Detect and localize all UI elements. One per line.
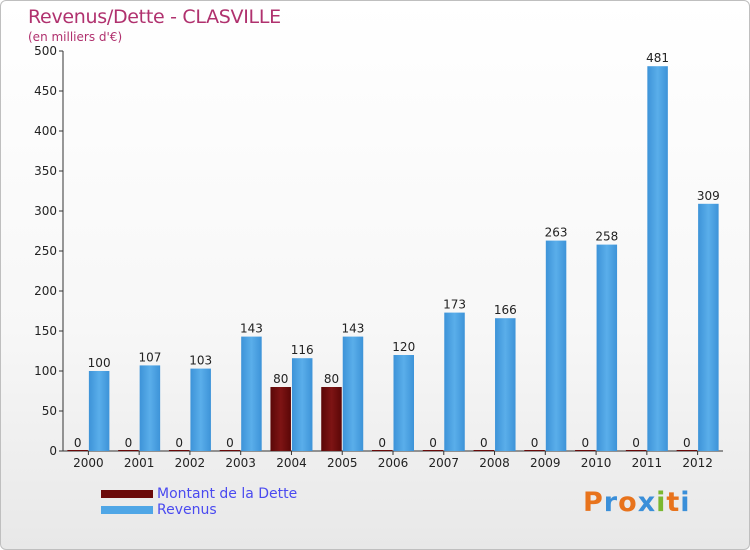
legend-swatch-dette bbox=[101, 490, 153, 498]
x-tick-label: 2007 bbox=[428, 456, 459, 470]
x-tick-label: 2001 bbox=[124, 456, 155, 470]
y-tick-label: 450 bbox=[34, 84, 57, 98]
revenue-value-label: 103 bbox=[189, 354, 212, 368]
revenue-bar bbox=[698, 203, 719, 451]
debt-bar bbox=[67, 450, 88, 451]
revenue-bar bbox=[647, 66, 668, 451]
revenue-value-label: 309 bbox=[697, 189, 720, 203]
revenue-bar bbox=[241, 336, 262, 451]
debt-bar bbox=[524, 450, 545, 451]
debt-value-label: 0 bbox=[683, 436, 691, 450]
debt-bar bbox=[321, 387, 342, 451]
debt-bar bbox=[118, 450, 139, 451]
revenue-bar bbox=[596, 244, 618, 451]
y-tick-label: 300 bbox=[34, 204, 57, 218]
debt-value-label: 0 bbox=[175, 436, 183, 450]
revenue-value-label: 116 bbox=[291, 343, 314, 357]
debt-value-label: 0 bbox=[378, 436, 386, 450]
logo-letter: r bbox=[603, 487, 619, 518]
y-tick-label: 200 bbox=[34, 284, 57, 298]
debt-bar bbox=[575, 450, 596, 451]
debt-value-label: 0 bbox=[74, 436, 82, 450]
y-tick-label: 350 bbox=[34, 164, 57, 178]
revenue-bar bbox=[342, 336, 364, 451]
y-tick-label: 250 bbox=[34, 244, 57, 258]
x-tick-label: 2003 bbox=[225, 456, 256, 470]
debt-bar bbox=[473, 450, 495, 451]
revenue-value-label: 258 bbox=[595, 230, 618, 244]
y-tick-label: 500 bbox=[34, 44, 57, 58]
debt-bar bbox=[422, 450, 444, 451]
debt-value-label: 80 bbox=[324, 372, 339, 386]
logo-letter: o bbox=[618, 487, 638, 518]
debt-bar bbox=[168, 450, 190, 451]
debt-bar bbox=[625, 450, 647, 451]
x-tick-label: 2010 bbox=[581, 456, 612, 470]
x-tick-label: 2006 bbox=[378, 456, 409, 470]
debt-value-label: 0 bbox=[429, 436, 437, 450]
debt-value-label: 0 bbox=[531, 436, 539, 450]
revenue-bar bbox=[545, 240, 567, 451]
logo-letter: x bbox=[637, 487, 657, 518]
revenue-bar bbox=[291, 358, 313, 451]
debt-bar bbox=[372, 450, 393, 451]
debt-value-label: 0 bbox=[582, 436, 590, 450]
revenue-value-label: 107 bbox=[138, 350, 161, 364]
y-tick-label: 50 bbox=[42, 404, 57, 418]
logo-letter: i bbox=[656, 487, 667, 518]
x-tick-label: 2012 bbox=[682, 456, 713, 470]
revenue-value-label: 100 bbox=[88, 356, 111, 370]
revenue-value-label: 143 bbox=[240, 322, 263, 336]
legend-label-dette: Montant de la Dette bbox=[157, 486, 298, 502]
revenue-bar bbox=[190, 368, 211, 451]
legend-label-revenus: Revenus bbox=[157, 502, 217, 518]
revenue-bar bbox=[444, 312, 465, 451]
logo-letter: i bbox=[680, 487, 691, 518]
logo-letter: P bbox=[583, 487, 604, 518]
x-tick-label: 2011 bbox=[632, 456, 663, 470]
revenue-bar bbox=[495, 318, 516, 451]
revenue-bar bbox=[393, 355, 414, 451]
y-tick-label: 100 bbox=[34, 364, 57, 378]
y-tick-label: 0 bbox=[49, 444, 57, 458]
revenue-value-label: 143 bbox=[342, 322, 365, 336]
debt-bar bbox=[270, 387, 291, 451]
debt-value-label: 0 bbox=[125, 436, 133, 450]
debt-bar bbox=[676, 450, 698, 451]
legend-swatch-revenus bbox=[101, 506, 153, 514]
revenue-value-label: 481 bbox=[646, 51, 669, 65]
revenue-value-label: 173 bbox=[443, 298, 466, 312]
proxiti-logo: Proxiti bbox=[583, 487, 691, 518]
debt-value-label: 0 bbox=[632, 436, 640, 450]
debt-bar bbox=[219, 450, 241, 451]
logo-letter: t bbox=[666, 487, 681, 518]
chart-title: Revenus/Dette - CLASVILLE bbox=[28, 6, 281, 28]
revenue-value-label: 166 bbox=[494, 303, 517, 317]
x-tick-label: 2000 bbox=[73, 456, 104, 470]
y-tick-label: 150 bbox=[34, 324, 57, 338]
debt-value-label: 80 bbox=[273, 372, 288, 386]
x-tick-label: 2008 bbox=[479, 456, 510, 470]
x-tick-label: 2002 bbox=[175, 456, 206, 470]
x-tick-label: 2004 bbox=[276, 456, 307, 470]
revenue-bar bbox=[139, 365, 161, 451]
revenue-value-label: 120 bbox=[392, 340, 415, 354]
x-tick-label: 2005 bbox=[327, 456, 358, 470]
y-tick-label: 400 bbox=[34, 124, 57, 138]
revenue-value-label: 263 bbox=[545, 226, 568, 240]
revenue-bar bbox=[88, 371, 110, 451]
chart-subtitle: (en milliers d'€) bbox=[28, 30, 123, 44]
x-tick-label: 2009 bbox=[530, 456, 561, 470]
debt-value-label: 0 bbox=[226, 436, 234, 450]
debt-value-label: 0 bbox=[480, 436, 488, 450]
